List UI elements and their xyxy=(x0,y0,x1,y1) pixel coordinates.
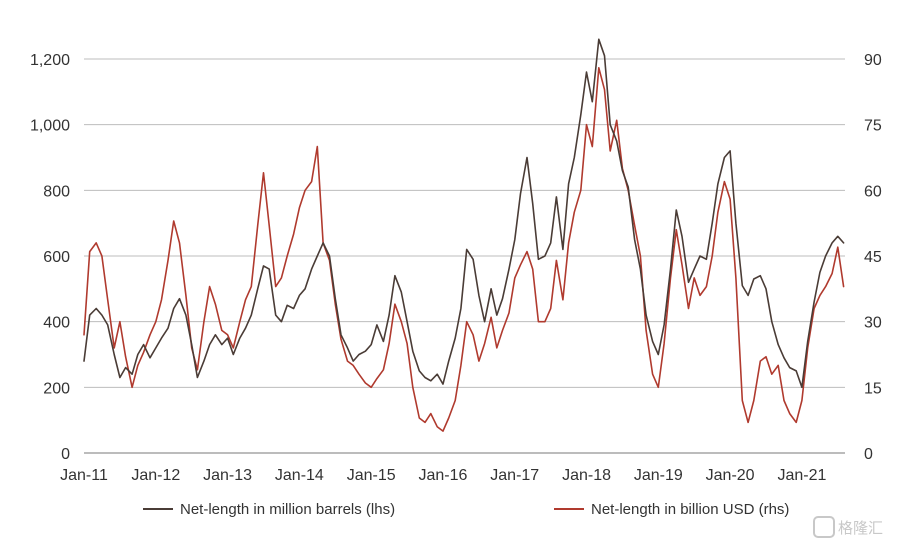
right-axis-tick-labels: 0 15 30 45 60 75 90 xyxy=(864,52,882,463)
left-axis-tick-labels: 0 200 400 600 800 1,000 1,200 xyxy=(30,52,70,463)
watermark: 格隆汇 xyxy=(813,516,883,538)
x-axis-tick-label: Jan-17 xyxy=(490,467,539,484)
x-axis-tick-label: Jan-15 xyxy=(347,467,396,484)
right-axis-tick-label: 75 xyxy=(864,118,882,135)
x-axis-tick-label: Jan-13 xyxy=(203,467,252,484)
left-axis-tick-label: 1,200 xyxy=(30,52,70,69)
x-axis-tick-label: Jan-11 xyxy=(60,467,108,484)
left-axis-tick-label: 800 xyxy=(43,183,70,200)
right-axis-tick-label: 90 xyxy=(864,52,882,69)
x-axis-tick-label: Jan-20 xyxy=(706,467,755,484)
x-axis-tick-label: Jan-19 xyxy=(634,467,683,484)
watermark-logo-icon xyxy=(813,516,835,538)
right-axis-tick-label: 60 xyxy=(864,183,882,200)
legend: Net-length in million barrels (lhs) Net-… xyxy=(143,501,789,518)
right-axis-tick-label: 30 xyxy=(864,315,882,332)
left-axis-tick-label: 200 xyxy=(43,380,70,397)
x-axis-tick-label: Jan-14 xyxy=(275,467,324,484)
x-axis-tick-label: Jan-16 xyxy=(419,467,468,484)
x-axis-tick-label: Jan-21 xyxy=(777,467,826,484)
left-axis-tick-label: 600 xyxy=(43,249,70,266)
right-axis-tick-label: 45 xyxy=(864,249,882,266)
left-axis-tick-label: 400 xyxy=(43,315,70,332)
x-axis-tick-label: Jan-18 xyxy=(562,467,611,484)
watermark-text: 格隆汇 xyxy=(838,519,883,537)
right-axis-tick-label: 0 xyxy=(864,446,873,463)
series-line-usd xyxy=(83,67,845,432)
x-axis-tick-labels: Jan-11 Jan-12 Jan-13 Jan-14 Jan-15 Jan-16 Jan-… xyxy=(60,467,826,484)
left-axis-tick-label: 1,000 xyxy=(30,118,70,135)
left-axis-tick-label: 0 xyxy=(61,446,70,463)
gridlines xyxy=(84,58,845,454)
legend-label-barrels: Net-length in million barrels (lhs) xyxy=(180,501,395,518)
x-axis-tick-label: Jan-12 xyxy=(131,467,180,484)
right-axis-tick-label: 15 xyxy=(864,380,882,397)
legend-label-usd: Net-length in billion USD (rhs) xyxy=(591,501,789,518)
series-lines xyxy=(83,38,845,432)
series-line-barrels xyxy=(83,38,845,389)
